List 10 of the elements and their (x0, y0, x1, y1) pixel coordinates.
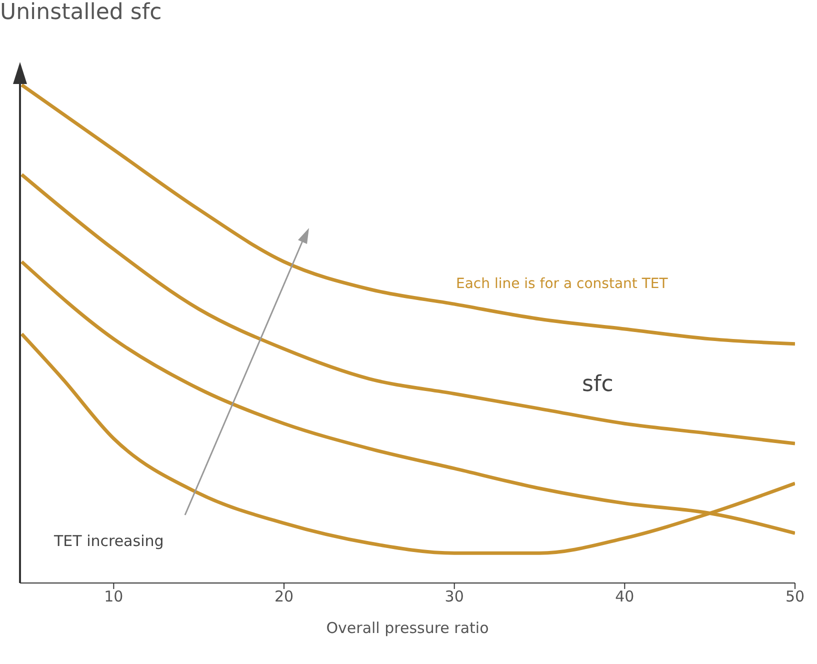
x-axis-title: Overall pressure ratio (326, 619, 489, 637)
annotation: sfc (582, 372, 614, 397)
x-tick-label: 50 (785, 588, 805, 606)
annotation: TET increasing (54, 532, 164, 550)
y-axis-title: Uninstalled sfc (0, 0, 162, 25)
x-tick-label: 30 (444, 588, 464, 606)
x-tick-label: 20 (274, 588, 294, 606)
annotation: Each line is for a constant TET (456, 276, 668, 292)
x-tick-label: 40 (615, 588, 634, 606)
x-tick-label: 10 (104, 588, 124, 606)
